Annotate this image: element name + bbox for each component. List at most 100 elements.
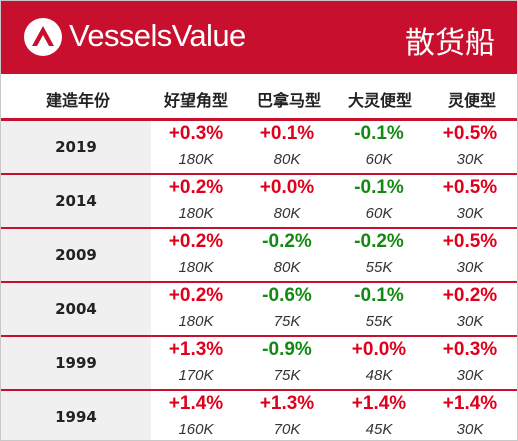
build-year: 2009 [55,246,97,264]
percent-change: -0.1% [354,285,404,306]
table-row: 2019 +0.3% 180K +0.1% 80K -0.1% 60K +0.5% 30K [1,121,517,175]
value-cell: +0.0% 48K [334,337,424,389]
column-header-row: 建造年份 好望角型 巴拿马型 大灵便型 灵便型 [1,74,517,118]
vessel-size: 180K [178,313,214,330]
header-divider [1,118,517,121]
column-header-year: 建造年份 [46,91,111,110]
value-cell: +0.0% 80K [242,175,332,227]
percent-change: +0.5% [442,231,498,252]
percent-change: +0.5% [442,123,498,144]
column-header-panamax: 巴拿马型 [257,91,322,110]
table-row: 2009 +0.2% 180K -0.2% 80K -0.2% 55K +0.5% 30K [1,229,517,283]
percent-change: +0.2% [168,231,224,252]
percent-change: +0.0% [259,177,315,198]
vessel-size: 30K [456,151,484,168]
vessel-size: 180K [178,259,214,276]
vessel-size: 45K [365,421,393,438]
value-cell: +1.4% 45K [334,391,424,440]
vessel-size: 55K [365,259,393,276]
percent-change: +0.3% [442,339,498,360]
vessel-size: 160K [178,421,214,438]
vessel-size: 30K [456,205,484,222]
value-cell: +0.2% 180K [151,175,241,227]
vessel-size: 70K [273,421,301,438]
value-cell: +0.2% 180K [151,283,241,335]
value-cell: +1.4% 30K [425,391,515,440]
year-cell: 2004 [1,283,151,335]
year-cell: 1999 [1,337,151,389]
percent-change: +1.4% [168,393,224,414]
column-header-supramax: 大灵便型 [348,91,413,110]
value-cell: -0.1% 60K [334,121,424,173]
percent-change: +1.4% [442,393,498,414]
table-row: 2014 +0.2% 180K +0.0% 80K -0.1% 60K +0.5% 30K [1,175,517,229]
percent-change: -0.2% [262,231,312,252]
percent-change: +1.4% [351,393,407,414]
percent-change: -0.1% [354,177,404,198]
year-cell: 1994 [1,391,151,440]
percent-change: -0.2% [354,231,404,252]
value-cell: +0.1% 80K [242,121,332,173]
value-cell: +1.3% 170K [151,337,241,389]
column-header-handysize: 灵便型 [448,91,497,110]
table-row: 1999 +1.3% 170K -0.9% 75K +0.0% 48K +0.3% 30K [1,337,517,391]
value-cell: +0.2% 180K [151,229,241,281]
value-cell: -0.6% 75K [242,283,332,335]
percent-change: +0.2% [442,285,498,306]
build-year: 2014 [55,192,97,210]
vessel-size: 170K [178,367,214,384]
vessel-size: 30K [456,421,484,438]
vessel-category: 散货船 [405,26,495,61]
vessel-size: 75K [273,313,301,330]
value-cell: +0.5% 30K [425,121,515,173]
value-cell: +0.5% 30K [425,175,515,227]
header-bar: VesselsValue 散货船 [1,1,517,74]
value-cell: -0.2% 80K [242,229,332,281]
value-cell: +0.2% 30K [425,283,515,335]
vessel-size: 48K [365,367,393,384]
column-header-capesize: 好望角型 [164,91,229,110]
vessel-size: 75K [273,367,301,384]
year-cell: 2014 [1,175,151,227]
percent-change: +0.2% [168,285,224,306]
year-cell: 2009 [1,229,151,281]
value-cell: -0.1% 60K [334,175,424,227]
value-cell: +1.3% 70K [242,391,332,440]
vesselsvalue-logo-icon [24,18,62,56]
table-row: 2004 +0.2% 180K -0.6% 75K -0.1% 55K +0.2% 30K [1,283,517,337]
percent-change: +1.3% [168,339,224,360]
percent-change: +0.3% [168,123,224,144]
vessel-size: 180K [178,205,214,222]
percent-change: -0.9% [262,339,312,360]
value-cell: -0.1% 55K [334,283,424,335]
vessel-size: 55K [365,313,393,330]
vessel-size: 180K [178,151,214,168]
table-row: 1994 +1.4% 160K +1.3% 70K +1.4% 45K +1.4% 30K [1,391,517,440]
value-cell: -0.9% 75K [242,337,332,389]
vessel-size: 80K [273,259,301,276]
value-cell: +0.3% 180K [151,121,241,173]
percent-change: -0.1% [354,123,404,144]
percent-change: +1.3% [259,393,315,414]
build-year: 2004 [55,300,97,318]
value-cell: +0.5% 30K [425,229,515,281]
percent-change: +0.5% [442,177,498,198]
vessel-size: 30K [456,313,484,330]
build-year: 1999 [55,354,97,372]
vessel-size: 60K [365,151,393,168]
brand-name: VesselsValue [69,18,246,53]
value-cell: +1.4% 160K [151,391,241,440]
vessel-size: 30K [456,259,484,276]
year-cell: 2019 [1,121,151,173]
value-cell: +0.3% 30K [425,337,515,389]
vessel-size: 80K [273,151,301,168]
vessel-size: 60K [365,205,393,222]
percent-change: -0.6% [262,285,312,306]
percent-change: +0.0% [351,339,407,360]
percent-change: +0.2% [168,177,224,198]
value-cell: -0.2% 55K [334,229,424,281]
vessel-size: 80K [273,205,301,222]
build-year: 1994 [55,408,97,426]
vessel-size: 30K [456,367,484,384]
